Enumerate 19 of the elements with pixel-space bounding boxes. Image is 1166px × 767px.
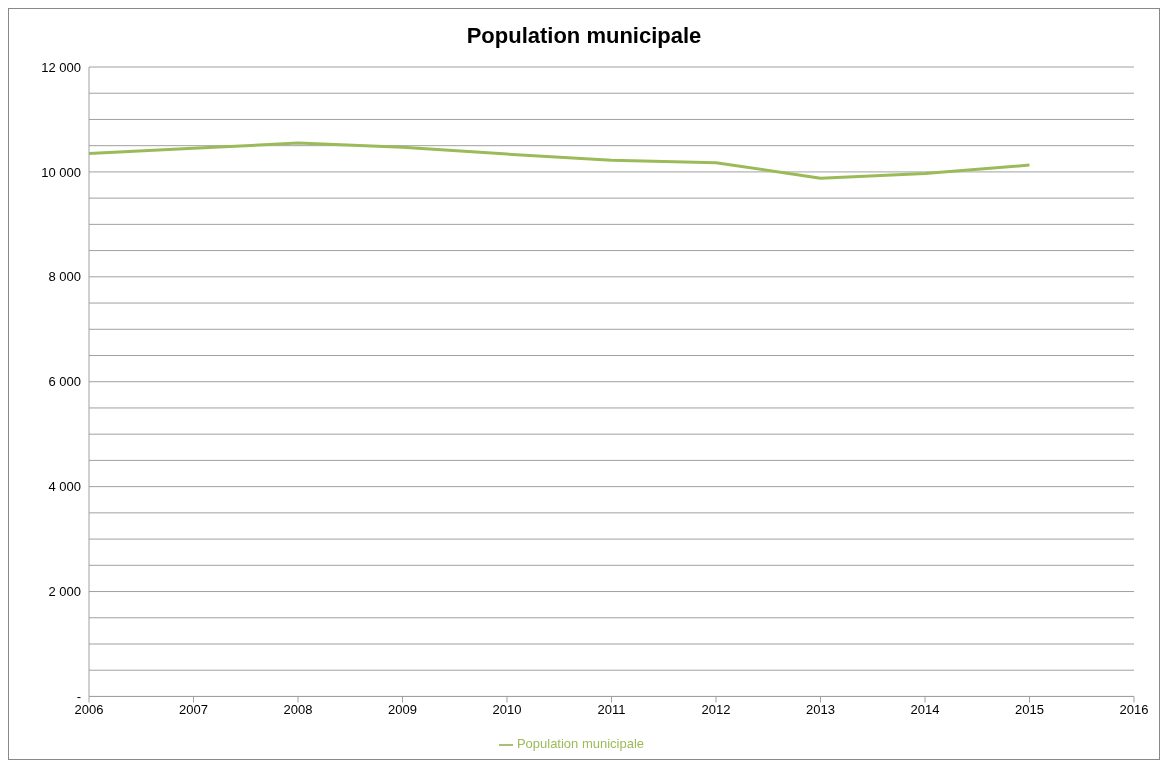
chart-title: Population municipale: [465, 23, 703, 50]
line-series: [87, 141, 1031, 180]
legend-label: Population municipale: [516, 736, 645, 752]
x-tick-label: 2014: [910, 701, 940, 717]
y-tick-label: 6 000: [48, 374, 81, 390]
y-tick-label: 4 000: [48, 479, 81, 495]
x-tick-label: 2010: [492, 701, 522, 717]
x-tick-label: 2016: [1119, 701, 1149, 717]
y-tick-label: 12 000: [41, 59, 81, 75]
x-tick-label: 2007: [179, 701, 208, 717]
x-tick-label: 2012: [701, 701, 731, 717]
x-tick-label: 2009: [388, 701, 417, 717]
x-tick-label: 2013: [806, 701, 835, 717]
x-tick-label: 2011: [597, 701, 626, 717]
y-tick-label: 8 000: [48, 269, 81, 285]
y-tick-label: 2 000: [48, 584, 81, 600]
x-tick-label: 2015: [1015, 701, 1044, 717]
x-tick-label: 2008: [283, 701, 313, 717]
y-tick-label: 10 000: [41, 164, 81, 180]
